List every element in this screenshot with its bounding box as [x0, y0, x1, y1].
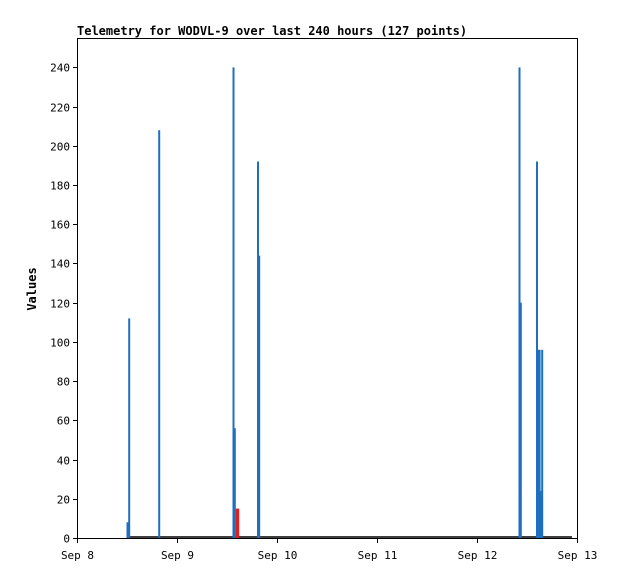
bar-series [126, 67, 572, 539]
y-tick-label: 80 [57, 376, 70, 389]
x-tick-label: Sep 8 [61, 549, 94, 562]
data-bar [235, 508, 238, 538]
data-bar [257, 161, 259, 538]
y-tick-label: 240 [50, 62, 70, 75]
data-bar [537, 349, 540, 538]
data-bar [519, 302, 522, 538]
plot-area-frame [77, 38, 578, 539]
y-axis: 0 20 40 60 80 100 120 140 160 180 200 220 240 [50, 62, 77, 546]
data-bar [538, 349, 541, 538]
data-bar [536, 161, 538, 538]
data-bar [233, 428, 236, 538]
data-bar [541, 349, 544, 538]
data-bar [232, 67, 235, 539]
y-tick-label: 140 [50, 258, 70, 271]
x-axis: Sep 8 Sep 9 Sep 10 Sep 11 Sep 12 Sep 13 [61, 538, 597, 562]
y-tick-label: 200 [50, 141, 70, 154]
data-bar [539, 490, 542, 538]
x-tick-label: Sep 11 [358, 549, 398, 562]
y-tick-label: 120 [50, 298, 70, 311]
data-bar [518, 67, 521, 539]
x-tick-label: Sep 12 [458, 549, 498, 562]
data-bar [258, 255, 261, 538]
y-tick-label: 0 [63, 533, 70, 546]
y-tick-label: 160 [50, 219, 70, 232]
x-tick-label: Sep 13 [558, 549, 598, 562]
y-tick-label: 100 [50, 337, 70, 350]
y-tick-label: 60 [57, 415, 70, 428]
y-tick-label: 180 [50, 180, 70, 193]
x-tick-label: Sep 9 [161, 549, 194, 562]
data-bar [128, 318, 131, 538]
y-tick-label: 40 [57, 455, 70, 468]
data-bar [126, 522, 129, 538]
y-tick-label: 20 [57, 494, 70, 507]
data-bar [237, 508, 240, 538]
chart-title: Telemetry for WODVL-9 over last 240 hour… [77, 24, 467, 38]
y-tick-label: 220 [50, 102, 70, 115]
y-axis-label: Values [25, 267, 39, 310]
x-tick-label: Sep 10 [258, 549, 298, 562]
data-bar [158, 130, 161, 538]
